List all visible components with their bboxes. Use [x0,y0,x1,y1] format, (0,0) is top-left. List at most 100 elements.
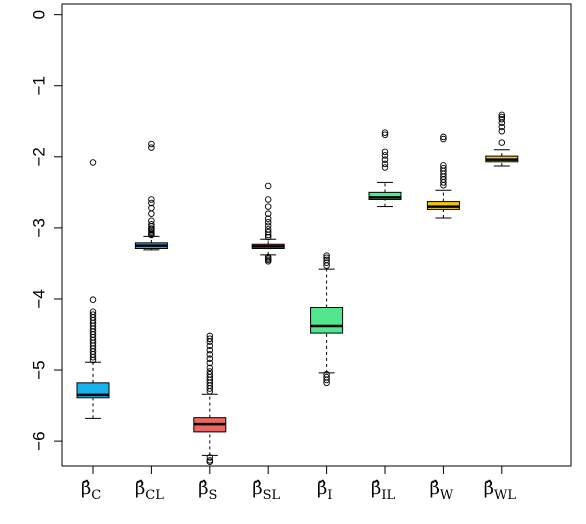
outlier-point [264,233,272,241]
x-tick-label: β̂IL [371,478,396,503]
outlier-point [89,296,97,303]
outlier-point [206,335,214,343]
y-axis: 0 −1 −2 −3 −4 −5 −6 [29,10,62,451]
outlier-point [440,181,447,189]
outlier-point [148,140,155,148]
y-tick-label: −1 [29,76,48,95]
x-tick-label: β̂CL [135,478,164,503]
category-subscript: W [440,488,454,503]
outlier-point [440,179,447,186]
y-tick-label: −6 [29,431,48,450]
outlier-point [148,144,155,151]
outlier-point [264,258,272,265]
box-5 [368,129,402,208]
outlier-point [264,218,272,226]
x-tick-label: β̂W [430,478,454,503]
outlier-point [206,342,214,350]
outlier-point [381,131,389,139]
outlier-point [323,379,330,387]
outlier-point [440,135,447,143]
outlier-point [206,388,214,395]
category-symbol: β̂ [430,478,440,499]
y-tick-label: −2 [29,147,48,166]
y-tick-label: −5 [29,360,48,379]
outlier-point [206,364,214,372]
outlier-point [148,196,155,203]
x-tick-label: β̂I [317,478,333,503]
outlier-point [498,139,506,146]
y-tick-label: 0 [29,10,48,19]
category-symbol: β̂ [317,478,327,499]
outlier-point [264,228,272,236]
box-4 [310,252,344,387]
outlier-point [323,254,330,261]
box-6 [426,133,460,219]
box-0 [76,159,110,419]
y-tick-label: −4 [29,289,48,308]
category-symbol: β̂ [252,478,262,499]
box-1 [134,140,168,251]
category-subscript: SL [263,488,281,503]
box-3 [251,182,285,265]
outlier-point [206,458,214,465]
outlier-point [381,160,389,168]
category-subscript: IL [381,488,395,503]
outlier-point [264,210,272,217]
outlier-point [89,356,97,364]
category-symbol: β̂ [198,478,208,499]
x-axis: β̂C β̂CL β̂S β̂SL β̂I β̂IL β̂W β̂WL [81,465,517,503]
outlier-point [323,262,330,269]
outlier-point [148,210,155,217]
outlier-point [206,454,214,461]
outlier-point [206,385,214,392]
outlier-point [323,252,330,259]
category-subscript: CL [145,488,164,503]
outlier-point [148,223,155,230]
outlier-point [498,115,506,123]
outlier-point [498,127,506,135]
outlier-point [381,164,389,171]
outlier-point [264,231,272,239]
outlier-point [264,182,272,190]
category-subscript: S [209,488,218,503]
outlier-point [264,215,272,222]
outlier-point [89,159,97,166]
outlier-point [264,203,272,210]
outlier-point [264,196,272,203]
box-7 [485,111,519,167]
outlier-point [498,123,506,131]
outlier-point [323,376,330,384]
outlier-point [206,359,214,367]
category-subscript: I [327,488,332,503]
category-subscript: C [91,488,101,503]
plot-frame [61,3,572,467]
box-iqr [368,191,402,200]
outlier-point [206,355,214,362]
outlier-point [206,338,214,345]
category-symbol: β̂ [371,478,381,499]
box-2 [193,332,227,465]
outlier-point [206,351,214,358]
category-symbol: β̂ [484,478,494,499]
category-symbol: β̂ [81,478,91,499]
category-symbol: β̂ [135,478,145,499]
outlier-point [89,354,97,361]
outlier-point [148,199,155,207]
outlier-point [498,119,506,126]
outlier-point [206,346,214,354]
outlier-point [381,152,389,159]
outlier-point [323,259,330,266]
x-tick-label: β̂SL [252,478,280,503]
category-subscript: WL [494,488,516,503]
outlier-point [381,148,389,156]
x-tick-label: β̂WL [484,478,517,503]
x-tick-label: β̂S [198,478,217,503]
outlier-point [264,222,272,230]
outlier-point [498,111,506,119]
x-tick-label: β̂C [81,478,101,503]
outlier-point [381,156,389,163]
y-tick-label: −3 [29,218,48,237]
outlier-point [381,129,389,136]
plot-area [76,111,519,465]
